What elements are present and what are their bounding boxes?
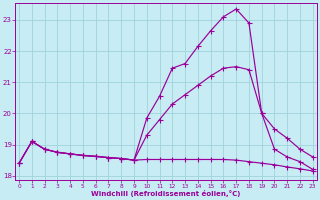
X-axis label: Windchill (Refroidissement éolien,°C): Windchill (Refroidissement éolien,°C) <box>91 190 241 197</box>
